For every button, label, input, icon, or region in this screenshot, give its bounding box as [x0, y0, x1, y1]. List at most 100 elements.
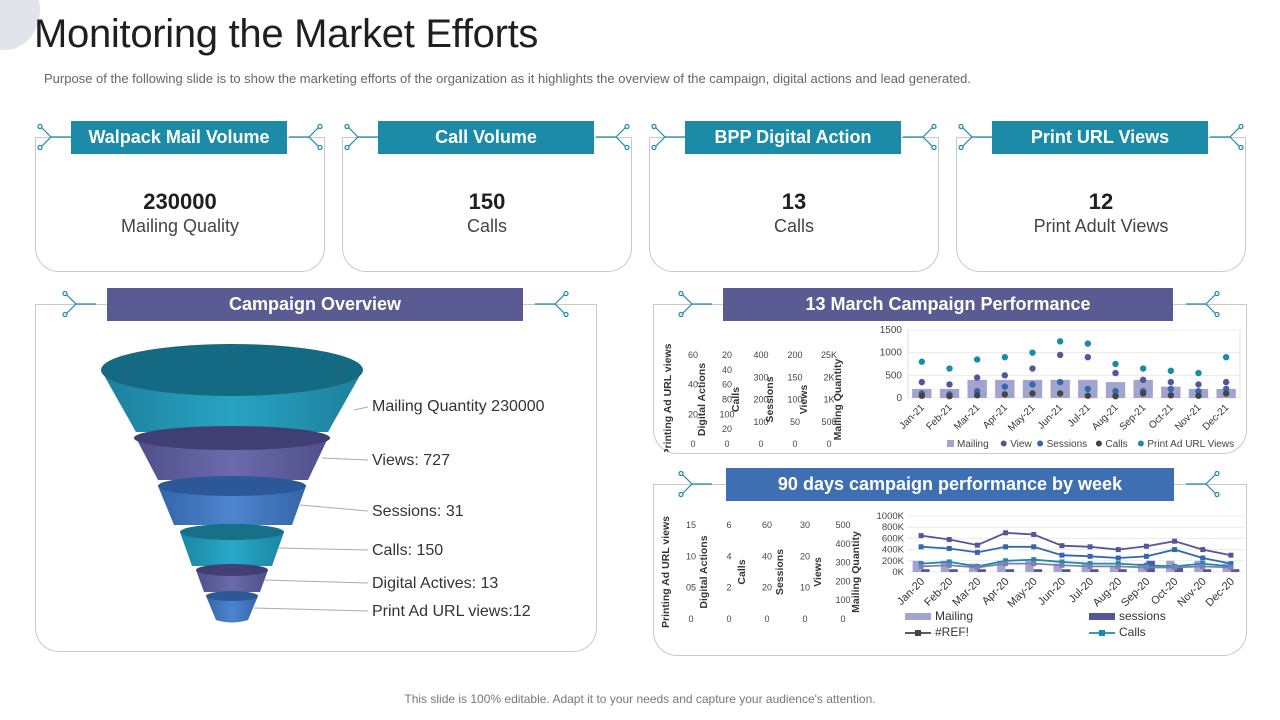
bar	[1033, 569, 1043, 572]
bar	[1174, 566, 1184, 572]
data-marker	[974, 565, 980, 571]
data-point	[946, 381, 953, 388]
axis-title: Printing Ad URL views	[662, 343, 674, 452]
data-point	[1056, 378, 1064, 386]
circuit-ornament-icon	[1186, 290, 1222, 318]
axis-tick-label: 20	[762, 583, 772, 593]
axis-tick-label: 60	[762, 520, 772, 530]
data-marker	[918, 563, 924, 569]
axis-title: Printing Ad URL views	[660, 516, 672, 628]
kpi-card: 230000 Mailing Quality	[35, 137, 325, 272]
data-point	[1222, 390, 1230, 397]
plot-area	[907, 329, 1241, 399]
data-point	[1084, 354, 1092, 361]
weekly-performance-chart: Printing Ad URL views 15 10 05 0 Digital Acti…	[660, 511, 1245, 639]
x-tick-label: Mar-20	[950, 576, 983, 609]
data-marker	[1059, 552, 1065, 558]
data-point	[1029, 349, 1036, 356]
data-point	[946, 392, 953, 400]
data-marker	[1228, 565, 1234, 571]
data-point	[1167, 385, 1175, 393]
page-subtitle: Purpose of the following slide is to sho…	[44, 71, 971, 86]
axis-tick-label: 50	[790, 417, 800, 427]
legend-swatch	[1089, 613, 1115, 620]
data-marker	[1003, 558, 1009, 564]
y-tick-label: 600K	[882, 533, 905, 544]
data-point	[973, 356, 981, 363]
axis-tick-label: 15	[686, 520, 696, 530]
data-marker	[1143, 553, 1149, 559]
data-marker	[918, 561, 924, 567]
data-marker	[946, 545, 952, 551]
funnel-label-sessions: Sessions: 31	[372, 503, 464, 520]
data-marker	[1200, 555, 1206, 561]
legend-swatch	[1137, 440, 1144, 447]
data-marker	[1031, 531, 1037, 537]
y-tick-label: 800K	[882, 522, 905, 533]
axis-tick-label: 300	[753, 372, 768, 382]
march-performance-card	[653, 304, 1247, 454]
series-line	[920, 531, 1232, 557]
x-tick-label: Nov-20	[1175, 576, 1209, 610]
x-tick-label: May-20	[1005, 576, 1039, 610]
axis-tick-label: 20	[722, 424, 732, 434]
funnel-layer-calls	[180, 524, 284, 566]
bar-mailing	[1022, 379, 1043, 398]
axis-tick-label: 300	[835, 558, 850, 568]
march-performance-header: 13 March Campaign Performance	[723, 288, 1173, 321]
axis-tick-label: 0	[724, 439, 729, 449]
funnel-layer-digital	[196, 564, 268, 592]
axis-tick-label: 6	[726, 520, 731, 530]
data-marker	[1003, 530, 1009, 536]
page-title: Monitoring the Market Efforts	[34, 12, 539, 56]
kpi-label: Calls	[466, 216, 507, 236]
axis-tick-label: 20	[722, 350, 732, 360]
axis-tick-label: 0	[840, 614, 845, 624]
circuit-ornament-icon	[596, 123, 632, 151]
kpi-label: Print Adult Views	[1033, 216, 1169, 236]
y-tick-label: 0	[896, 393, 902, 404]
bar	[1025, 560, 1034, 572]
weekly-performance-header: 90 days campaign performance by week	[726, 468, 1174, 501]
data-marker	[1228, 552, 1234, 558]
data-point	[1001, 391, 1009, 398]
axis-title: Views	[798, 385, 810, 415]
axis-tick-label: 500	[835, 520, 850, 530]
kpi-header: BPP Digital Action	[685, 121, 901, 154]
circuit-ornament-icon	[289, 123, 325, 151]
bar	[1230, 569, 1240, 572]
x-tick-label: Jun-20	[1036, 576, 1068, 608]
funnel-layer-views	[134, 426, 330, 480]
axis-tick-label: 0	[758, 439, 763, 449]
data-marker	[974, 542, 980, 548]
data-marker	[946, 559, 952, 565]
x-tick-label: Sep-20	[1119, 576, 1153, 610]
x-tick-label: Oct-21	[1147, 402, 1176, 431]
funnel-layer-sessions	[158, 476, 306, 525]
axis-tick-label: 40	[688, 380, 698, 390]
axis-tick-label: 25K	[821, 350, 837, 360]
funnel-label-digital: Digital Actives: 13	[372, 575, 499, 592]
axis-tick-label: 20	[688, 409, 698, 419]
data-marker	[1087, 544, 1093, 550]
kpi-label: Calls	[773, 216, 814, 236]
data-point	[918, 358, 926, 365]
data-marker	[1031, 544, 1037, 550]
axis-tick-label: 200	[753, 395, 768, 405]
legend-swatch	[1000, 440, 1007, 447]
kpi-card: 150 Calls	[342, 137, 632, 272]
data-point	[1001, 354, 1009, 361]
data-marker	[1087, 561, 1093, 567]
bar	[1090, 569, 1099, 572]
axis-tick-label: 400	[835, 539, 850, 549]
series-line	[921, 562, 1231, 569]
axis-tick-label: 100	[719, 409, 734, 419]
x-tick-label: Nov-21	[1173, 402, 1204, 433]
legend-swatch	[905, 613, 931, 620]
data-point	[1056, 390, 1064, 397]
bar	[1053, 563, 1062, 572]
data-marker	[1172, 547, 1178, 553]
bar	[1146, 560, 1155, 572]
funnel-layer-mailing	[101, 344, 363, 432]
